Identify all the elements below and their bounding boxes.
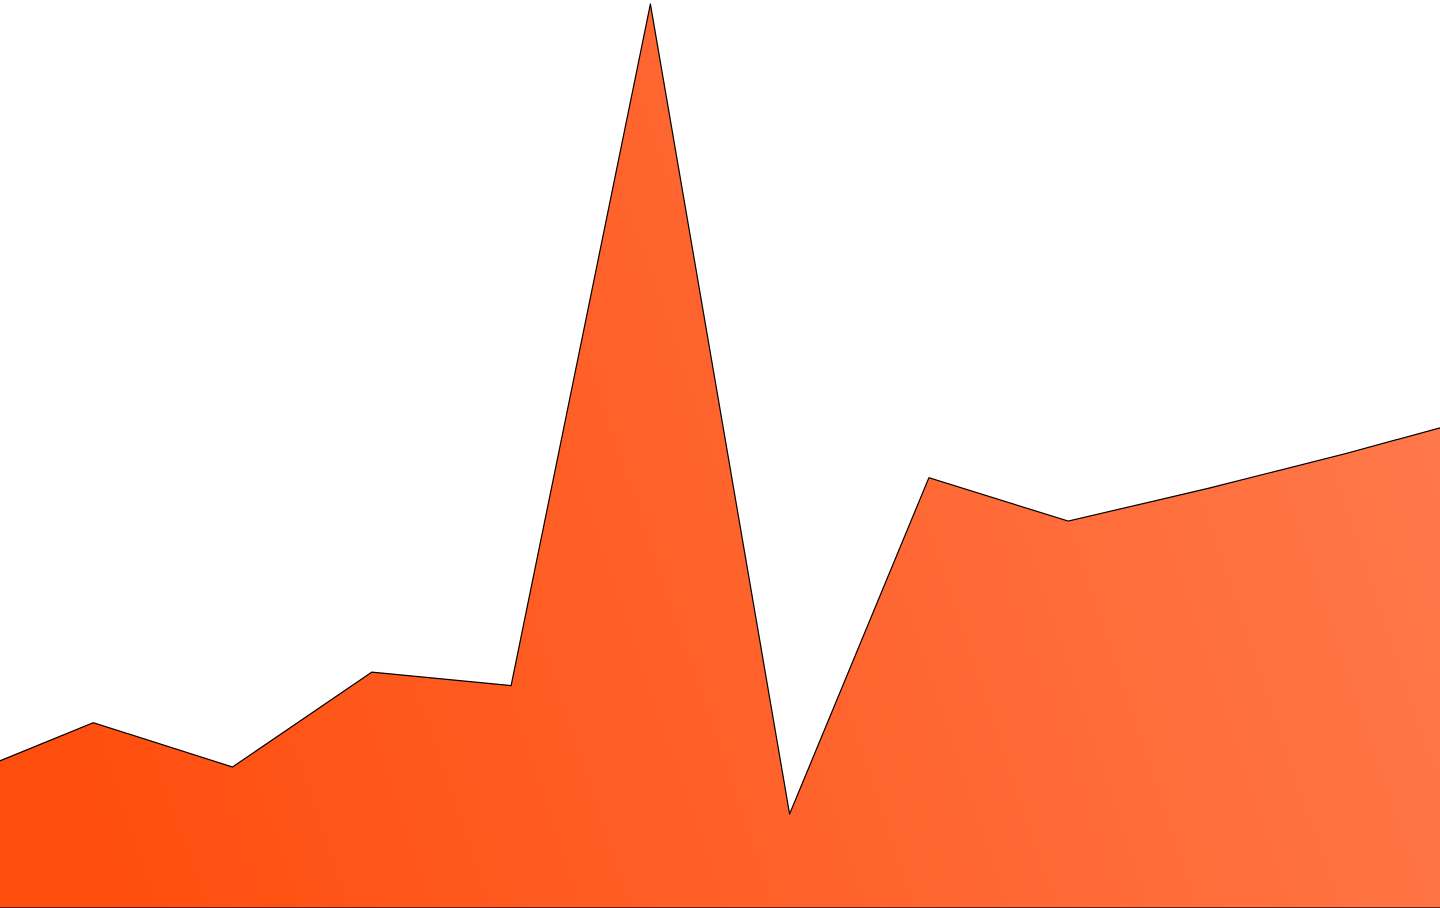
area-series-fill xyxy=(0,3,1440,908)
